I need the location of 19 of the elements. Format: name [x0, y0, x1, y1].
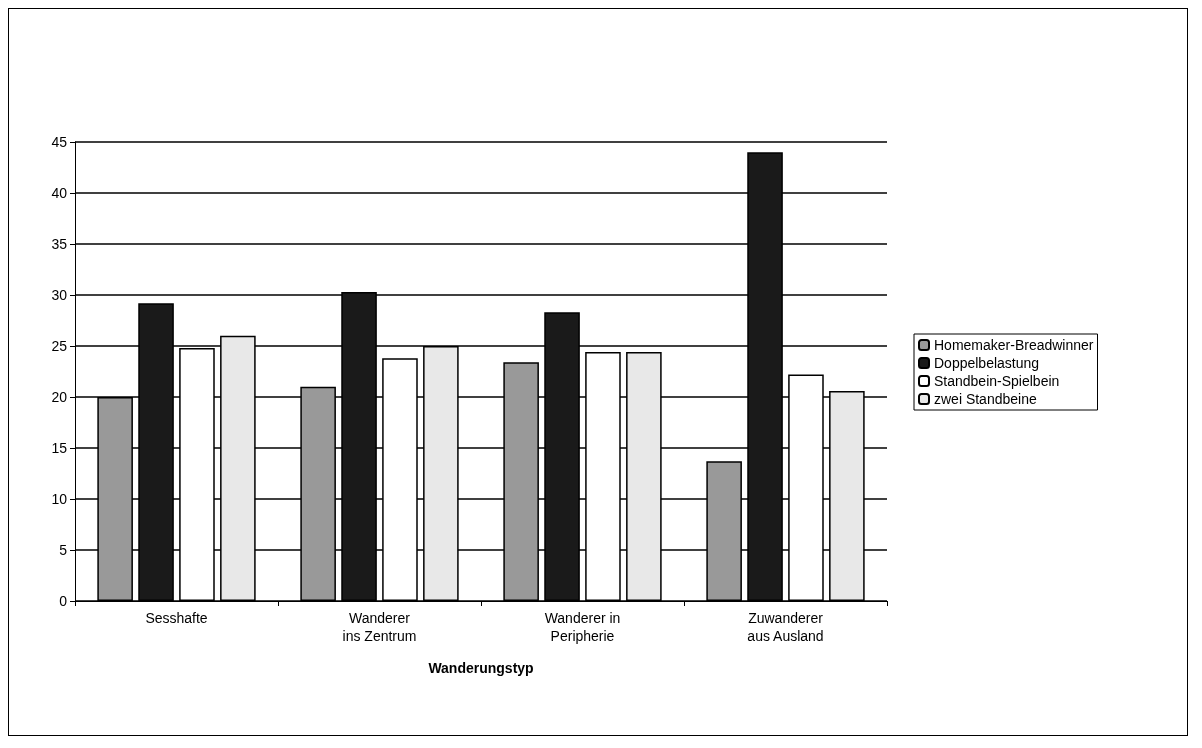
- y-tick-label: 5: [59, 542, 68, 558]
- y-tick-label: 0: [59, 593, 68, 609]
- y-tick-label: 30: [51, 287, 68, 303]
- y-tick-label: 40: [51, 185, 68, 201]
- legend-label: Homemaker-Breadwinner: [934, 337, 1094, 353]
- x-tick-label: Zuwanderer aus Ausland: [747, 610, 824, 644]
- y-tick-label: 10: [51, 491, 68, 507]
- legend-label: Doppelbelastung: [934, 355, 1040, 371]
- y-tick-label: 15: [51, 440, 68, 456]
- x-tick-label: Wanderer ins Zentrum: [342, 610, 417, 644]
- x-tick-label: Sesshafte: [145, 610, 208, 626]
- y-tick-label: 25: [51, 338, 68, 354]
- legend-label: Standbein-Spielbein: [934, 373, 1060, 389]
- x-axis-title: Wanderungstyp: [428, 660, 534, 676]
- x-tick-label: Wanderer in Peripherie: [544, 610, 621, 644]
- y-tick-label: 35: [51, 236, 68, 252]
- y-tick-label: 45: [51, 134, 68, 150]
- legend-label: zwei Standbeine: [934, 391, 1037, 407]
- y-tick-label: 20: [51, 389, 68, 405]
